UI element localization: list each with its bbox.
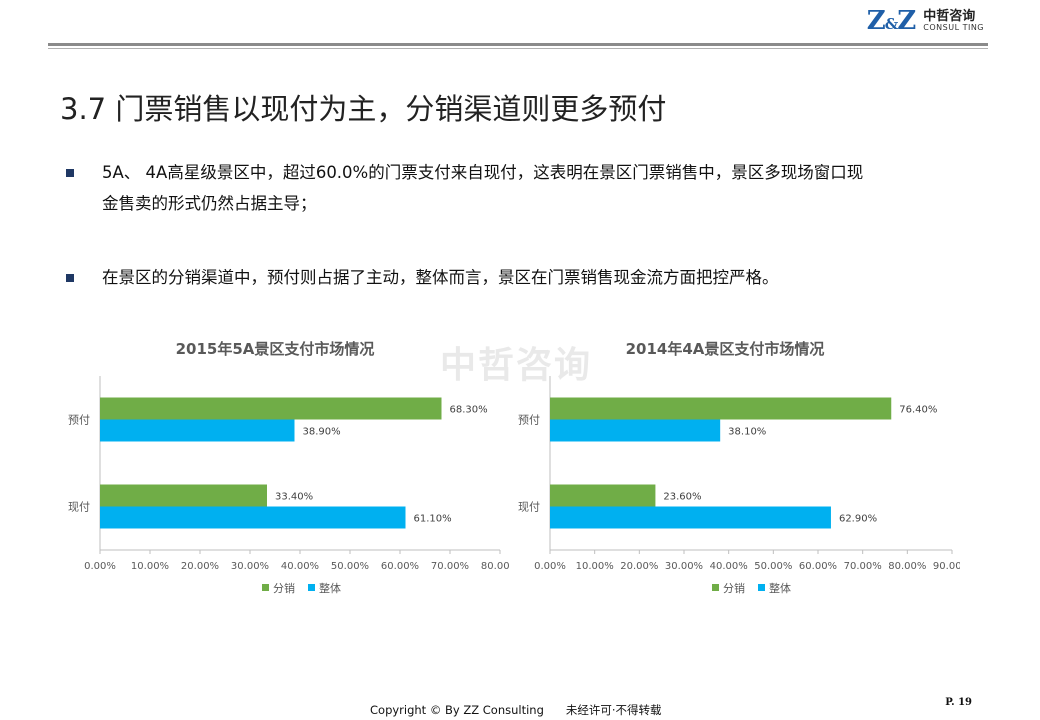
slide-title: 3.7 门票销售以现付为主，分销渠道则更多预付 [60,92,667,126]
legend-swatch [758,584,765,591]
data-label: 61.10% [414,514,452,525]
x-tick-label: 70.00% [431,561,469,572]
header-rule [48,43,988,46]
bullet-line: 5A、 4A高星级景区中，超过60.0%的门票支付来自现付，这表明在景区门票销售… [102,163,864,182]
x-tick-label: 0.00% [534,561,566,572]
legend-label: 分销 [273,581,295,595]
x-tick-label: 80.00% [888,561,926,572]
data-label: 62.90% [839,514,877,525]
x-tick-label: 70.00% [844,561,882,572]
category-label: 现付 [518,501,540,514]
data-label: 68.30% [450,405,488,416]
bullet-line: 金售卖的形式仍然占据主导； [102,194,317,213]
bullet-square-icon [66,274,74,282]
data-label: 38.90% [303,427,341,438]
data-label: 23.60% [663,492,701,503]
legend-label: 分销 [723,581,745,595]
x-tick-label: 20.00% [620,561,658,572]
x-tick-label: 50.00% [331,561,369,572]
legend-label: 整体 [769,581,791,595]
bullet-text: 5A、 4A高星级景区中，超过60.0%的门票支付来自现付，这表明在景区门票销售… [102,157,863,219]
x-tick-label: 60.00% [799,561,837,572]
bar-fenxiao [100,484,267,507]
data-label: 38.10% [728,427,766,438]
legend-swatch [308,584,315,591]
bullet-square-icon [66,169,74,177]
x-tick-label: 30.00% [231,561,269,572]
x-tick-label: 90.00% [933,561,960,572]
chart-title: 2014年4A景区支付市场情况 [626,340,825,358]
x-tick-label: 60.00% [381,561,419,572]
bar-zhengti [550,419,721,442]
x-tick-label: 20.00% [181,561,219,572]
bullet-item: 5A、 4A高星级景区中，超过60.0%的门票支付来自现付，这表明在景区门票销售… [66,157,966,219]
bar-zhengti [100,419,295,442]
watermark: 中哲咨询 [440,345,593,386]
x-tick-label: 10.00% [576,561,614,572]
x-tick-label: 0.00% [84,561,116,572]
legend-swatch [712,584,719,591]
page-number: P. 19 [945,697,972,708]
bar-fenxiao [100,397,442,420]
logo: Z&Z 中哲咨询 CONSUL TING [867,6,984,36]
footer-notice: 未经许可·不得转载 [565,703,662,717]
data-label: 33.40% [275,492,313,503]
legend-swatch [262,584,269,591]
legend-label: 整体 [319,581,341,595]
chart-title: 2015年5A景区支付市场情况 [176,340,375,358]
logo-name-cn: 中哲咨询 [923,8,976,24]
x-tick-label: 30.00% [665,561,703,572]
bar-zhengti [100,506,406,529]
logo-text: 中哲咨询 CONSUL TING [923,10,984,32]
data-label: 76.40% [899,405,937,416]
category-label: 预付 [518,414,540,427]
chart-2015-5a: 2015年5A景区支付市场情况 0.00% 10.00% 20.00% 30.00% 40… [68,340,510,595]
category-label: 预付 [68,414,90,427]
bullet-item: 在景区的分销渠道中，预付则占据了主动，整体而言，景区在门票销售现金流方面把控严格… [66,262,966,293]
logo-mark: Z&Z [866,6,917,36]
chart-2014-4a: 2014年4A景区支付市场情况 0.00% 10.00% 20.00% 30.00% 40… [518,340,960,595]
bullet-line: 在景区的分销渠道中，预付则占据了主动，整体而言，景区在门票销售现金流方面把控严格… [102,268,779,287]
x-tick-label: 10.00% [131,561,169,572]
footer-copyright: Copyright © By ZZ Consulting [370,703,544,717]
header-rule-thin [48,48,988,49]
footer: Copyright © By ZZ Consulting 未经许可·不得转载 [370,702,662,718]
bar-fenxiao [550,397,892,420]
logo-name-en: CONSUL TING [923,22,984,32]
bar-fenxiao [550,484,656,507]
x-tick-label: 80.00% [481,561,510,572]
bullet-text: 在景区的分销渠道中，预付则占据了主动，整体而言，景区在门票销售现金流方面把控严格… [102,262,779,293]
category-label: 现付 [68,501,90,514]
x-tick-label: 50.00% [754,561,792,572]
bar-zhengti [550,506,831,529]
x-tick-label: 40.00% [281,561,319,572]
x-tick-label: 40.00% [710,561,748,572]
